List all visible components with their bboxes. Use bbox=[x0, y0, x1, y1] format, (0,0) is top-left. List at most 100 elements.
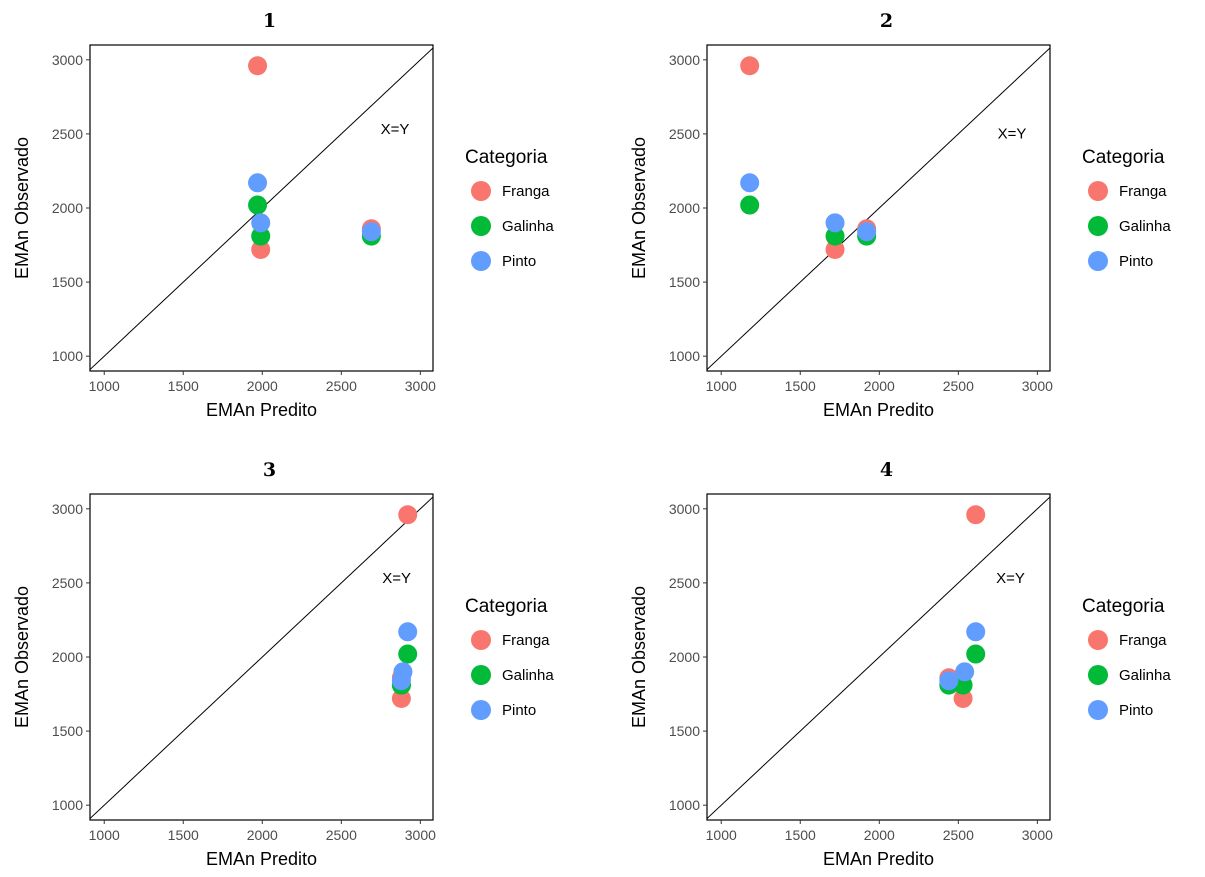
legend-title: Categoria bbox=[465, 147, 548, 168]
legend-label-franga: Franga bbox=[502, 183, 550, 200]
point-pinto-1 bbox=[248, 173, 268, 193]
x-tick-label: 1000 bbox=[706, 378, 737, 394]
y-tick-label: 2000 bbox=[52, 649, 83, 665]
plot-area bbox=[707, 45, 1050, 371]
annotation-xy: X=Y bbox=[382, 570, 411, 587]
point-galinha-1 bbox=[966, 644, 986, 664]
x-tick-label: 1000 bbox=[89, 827, 120, 843]
x-axis-label: EMAn Predito bbox=[206, 400, 317, 420]
point-pinto-1 bbox=[966, 622, 986, 642]
y-tick-label: 3000 bbox=[669, 501, 700, 517]
point-pinto-3 bbox=[939, 671, 959, 691]
y-tick-label: 2000 bbox=[669, 649, 700, 665]
legend-title: Categoria bbox=[1082, 147, 1165, 168]
x-tick-label: 3000 bbox=[1022, 827, 1053, 843]
y-axis-label: EMAn Observado bbox=[12, 586, 32, 728]
x-tick-label: 2000 bbox=[864, 378, 895, 394]
legend-swatch-galinha bbox=[1088, 216, 1108, 236]
legend-label-pinto: Pinto bbox=[1119, 702, 1153, 719]
point-franga-2 bbox=[953, 688, 973, 708]
point-pinto-3 bbox=[857, 222, 877, 242]
legend: Categoria Franga Galinha Pinto bbox=[1082, 596, 1171, 720]
x-axis-label: EMAn Predito bbox=[823, 849, 934, 869]
chart-title: 2 bbox=[880, 10, 893, 32]
x-tick-label: 2500 bbox=[943, 378, 974, 394]
legend-swatch-franga bbox=[471, 181, 491, 201]
legend-swatch-galinha bbox=[471, 216, 491, 236]
legend-label-galinha: Galinha bbox=[502, 667, 554, 684]
y-tick-label: 2500 bbox=[52, 575, 83, 591]
point-pinto-3 bbox=[391, 671, 411, 691]
x-tick-label: 1000 bbox=[89, 378, 120, 394]
point-pinto-2 bbox=[251, 213, 271, 233]
x-tick-label: 3000 bbox=[405, 378, 436, 394]
legend-label-pinto: Pinto bbox=[1119, 253, 1153, 270]
point-franga-2 bbox=[391, 688, 411, 708]
x-tick-label: 1500 bbox=[168, 378, 199, 394]
x-axis-label: EMAn Predito bbox=[823, 400, 934, 420]
chart-panel-3: 3 X=Y 1000 1500 2000 2500 3000 1000 1500 2000 2500… bbox=[12, 459, 554, 869]
point-franga-2 bbox=[251, 239, 271, 259]
chart-panel-2: 2 X=Y 1000 1500 2000 2500 3000 1000 1500 2000 2500… bbox=[629, 10, 1171, 420]
y-tick-label: 1500 bbox=[669, 723, 700, 739]
y-tick-label: 2500 bbox=[669, 575, 700, 591]
chart-title: 3 bbox=[263, 459, 276, 481]
point-pinto-3 bbox=[361, 222, 381, 242]
legend-swatch-galinha bbox=[471, 665, 491, 685]
y-tick-label: 3000 bbox=[52, 52, 83, 68]
x-tick-label: 2000 bbox=[247, 827, 278, 843]
point-franga-1 bbox=[740, 56, 760, 76]
point-galinha-2 bbox=[251, 226, 271, 246]
y-tick-label: 2500 bbox=[52, 126, 83, 142]
legend-label-franga: Franga bbox=[502, 632, 550, 649]
chart-panel-1: 1 X=Y 1000 1500 2000 2500 3000 1000 1500 2000 2500… bbox=[12, 10, 554, 420]
y-axis-label: EMAn Observado bbox=[629, 586, 649, 728]
x-tick-label: 2000 bbox=[864, 827, 895, 843]
point-pinto-1 bbox=[740, 173, 760, 193]
legend-swatch-galinha bbox=[1088, 665, 1108, 685]
legend-label-franga: Franga bbox=[1119, 632, 1167, 649]
legend-label-galinha: Galinha bbox=[1119, 218, 1171, 235]
point-franga-1 bbox=[966, 505, 986, 525]
legend-swatch-franga bbox=[1088, 630, 1108, 650]
y-axis-label: EMAn Observado bbox=[12, 137, 32, 279]
identity-line bbox=[707, 496, 1050, 819]
x-tick-label: 2500 bbox=[326, 827, 357, 843]
legend-swatch-pinto bbox=[1088, 700, 1108, 720]
point-franga-1 bbox=[398, 505, 418, 525]
identity-line bbox=[707, 47, 1050, 370]
y-tick-label: 1000 bbox=[52, 797, 83, 813]
y-tick-label: 2000 bbox=[669, 200, 700, 216]
y-tick-label: 1500 bbox=[669, 274, 700, 290]
y-tick-label: 1000 bbox=[52, 348, 83, 364]
identity-line bbox=[90, 496, 433, 819]
y-tick-label: 3000 bbox=[52, 501, 83, 517]
annotation-xy: X=Y bbox=[381, 121, 410, 138]
point-galinha-1 bbox=[740, 195, 760, 215]
chart-title: 4 bbox=[880, 459, 893, 481]
chart-title: 1 bbox=[263, 10, 276, 32]
y-tick-label: 2000 bbox=[52, 200, 83, 216]
legend-label-galinha: Galinha bbox=[1119, 667, 1171, 684]
point-pinto-2 bbox=[955, 662, 975, 682]
x-tick-label: 2000 bbox=[247, 378, 278, 394]
x-tick-label: 1500 bbox=[785, 827, 816, 843]
legend: Categoria Franga Galinha Pinto bbox=[465, 147, 554, 271]
x-tick-label: 1500 bbox=[168, 827, 199, 843]
y-axis-label: EMAn Observado bbox=[629, 137, 649, 279]
point-pinto-1 bbox=[398, 622, 418, 642]
legend-label-pinto: Pinto bbox=[502, 702, 536, 719]
point-galinha-2 bbox=[825, 226, 845, 246]
legend-swatch-franga bbox=[1088, 181, 1108, 201]
point-pinto-2 bbox=[825, 213, 845, 233]
y-tick-label: 1000 bbox=[669, 348, 700, 364]
plot-area bbox=[90, 494, 433, 820]
y-tick-label: 1500 bbox=[52, 274, 83, 290]
x-tick-label: 1500 bbox=[785, 378, 816, 394]
legend: Categoria Franga Galinha Pinto bbox=[1082, 147, 1171, 271]
chart-panel-4: 4 X=Y 1000 1500 2000 2500 3000 1000 1500 2000 2500… bbox=[629, 459, 1171, 869]
legend-swatch-pinto bbox=[471, 700, 491, 720]
legend-swatch-pinto bbox=[1088, 251, 1108, 271]
legend-swatch-franga bbox=[471, 630, 491, 650]
x-tick-label: 3000 bbox=[405, 827, 436, 843]
